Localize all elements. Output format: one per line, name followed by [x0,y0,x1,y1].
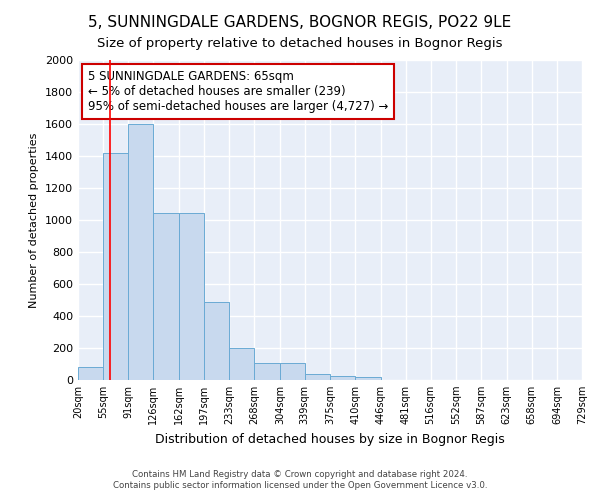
Y-axis label: Number of detached properties: Number of detached properties [29,132,40,308]
Text: Size of property relative to detached houses in Bognor Regis: Size of property relative to detached ho… [97,38,503,51]
Bar [254,363,280,380]
Bar [103,153,128,380]
Bar [179,213,204,380]
Bar [229,348,254,380]
Bar [305,374,331,380]
X-axis label: Distribution of detached houses by size in Bognor Regis: Distribution of detached houses by size … [155,432,505,446]
Bar [78,367,103,380]
Bar [331,376,355,380]
Bar [204,302,229,380]
Text: 5 SUNNINGDALE GARDENS: 65sqm
← 5% of detached houses are smaller (239)
95% of se: 5 SUNNINGDALE GARDENS: 65sqm ← 5% of det… [88,70,388,112]
Bar [280,363,305,380]
Bar [154,213,179,380]
Text: Contains HM Land Registry data © Crown copyright and database right 2024.
Contai: Contains HM Land Registry data © Crown c… [113,470,487,490]
Bar [128,124,154,380]
Text: 5, SUNNINGDALE GARDENS, BOGNOR REGIS, PO22 9LE: 5, SUNNINGDALE GARDENS, BOGNOR REGIS, PO… [88,15,512,30]
Bar [355,377,381,380]
